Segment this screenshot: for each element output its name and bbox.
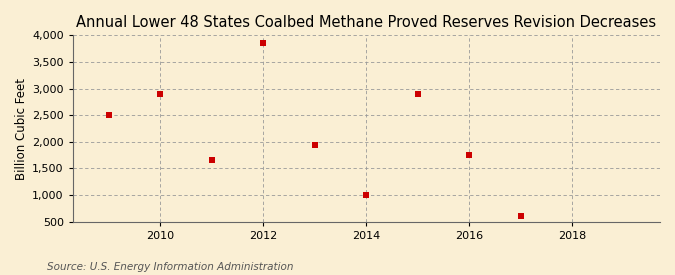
Text: Source: U.S. Energy Information Administration: Source: U.S. Energy Information Administ… <box>47 262 294 272</box>
Y-axis label: Billion Cubic Feet: Billion Cubic Feet <box>15 78 28 180</box>
Title: Annual Lower 48 States Coalbed Methane Proved Reserves Revision Decreases: Annual Lower 48 States Coalbed Methane P… <box>76 15 657 30</box>
